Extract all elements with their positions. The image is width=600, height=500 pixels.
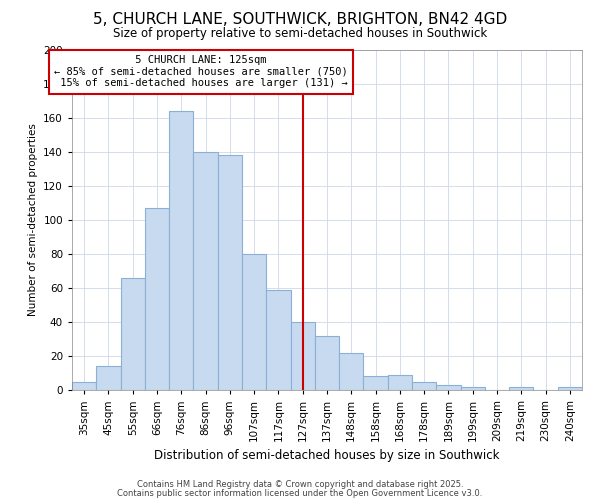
Text: Size of property relative to semi-detached houses in Southwick: Size of property relative to semi-detach…: [113, 28, 487, 40]
Bar: [461, 386, 485, 390]
Bar: [242, 254, 266, 390]
Bar: [339, 352, 364, 390]
Bar: [412, 382, 436, 390]
Bar: [558, 386, 582, 390]
Bar: [193, 152, 218, 390]
Bar: [509, 386, 533, 390]
Bar: [169, 111, 193, 390]
X-axis label: Distribution of semi-detached houses by size in Southwick: Distribution of semi-detached houses by …: [154, 450, 500, 462]
Bar: [290, 322, 315, 390]
Text: 5, CHURCH LANE, SOUTHWICK, BRIGHTON, BN42 4GD: 5, CHURCH LANE, SOUTHWICK, BRIGHTON, BN4…: [93, 12, 507, 28]
Bar: [266, 290, 290, 390]
Bar: [121, 278, 145, 390]
Bar: [96, 366, 121, 390]
Text: Contains public sector information licensed under the Open Government Licence v3: Contains public sector information licen…: [118, 488, 482, 498]
Y-axis label: Number of semi-detached properties: Number of semi-detached properties: [28, 124, 38, 316]
Bar: [388, 374, 412, 390]
Text: 5 CHURCH LANE: 125sqm 
← 85% of semi-detached houses are smaller (750)
 15% of s: 5 CHURCH LANE: 125sqm ← 85% of semi-deta…: [54, 55, 347, 88]
Bar: [436, 385, 461, 390]
Bar: [364, 376, 388, 390]
Bar: [72, 382, 96, 390]
Text: Contains HM Land Registry data © Crown copyright and database right 2025.: Contains HM Land Registry data © Crown c…: [137, 480, 463, 489]
Bar: [218, 156, 242, 390]
Bar: [315, 336, 339, 390]
Bar: [145, 208, 169, 390]
